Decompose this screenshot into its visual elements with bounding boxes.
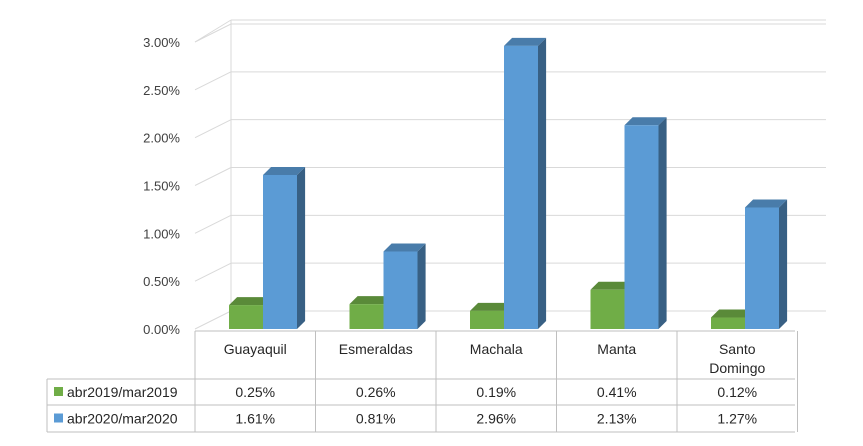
bar-2020-machala — [504, 37, 547, 330]
bar-front — [711, 317, 745, 329]
gridline-diagonal — [194, 19, 232, 43]
data-label: 0.19% — [476, 384, 516, 400]
bar-front — [590, 289, 625, 329]
data-table: Guayaquil Esmeraldas Machala Manta Santo Domi… — [46, 330, 798, 433]
bar-front — [745, 207, 779, 329]
data-label: 2.13% — [597, 411, 637, 427]
bar-top — [624, 117, 667, 126]
y-tick-label: 0.00% — [143, 322, 180, 337]
bar-side — [297, 166, 306, 329]
y-axis: 0.00% 0.50% 1.00% 1.50% 2.00% 2.50% 3.00% — [143, 35, 180, 337]
bar-side — [417, 243, 426, 329]
data-label: 1.27% — [717, 411, 757, 427]
category-label: Domingo — [709, 360, 765, 376]
y-tick-label: 1.50% — [143, 179, 180, 194]
gridline-diagonal — [194, 167, 232, 186]
bar-2020-santo-domingo — [745, 199, 788, 329]
bar-front — [470, 310, 504, 329]
bar-side — [538, 37, 547, 330]
data-label: 0.81% — [356, 411, 396, 427]
bar-top — [590, 281, 633, 290]
bar-top — [504, 37, 547, 46]
bar-top — [383, 243, 426, 252]
data-label: 0.25% — [235, 384, 275, 400]
gridline-diagonal — [194, 23, 232, 43]
category-label: Machala — [470, 341, 523, 357]
bar-top — [470, 302, 513, 311]
bar-2020-manta — [624, 117, 667, 329]
plot-area — [229, 37, 788, 330]
category-label: Manta — [597, 341, 636, 357]
gridline-diagonal — [194, 214, 232, 234]
bar-2020-esmeraldas — [383, 243, 426, 329]
data-label: 1.61% — [235, 411, 275, 427]
category-label: Santo — [719, 341, 756, 357]
bar-top — [745, 199, 788, 208]
legend-label: abr2020/mar2020 — [67, 411, 178, 427]
bar-2020-guayaquil — [263, 166, 306, 329]
bar-top — [263, 166, 306, 175]
data-label: 0.12% — [717, 384, 757, 400]
bar-top — [349, 296, 392, 305]
legend-label: abr2019/mar2019 — [67, 384, 178, 400]
data-label: 0.26% — [356, 384, 396, 400]
category-label: Guayaquil — [224, 341, 287, 357]
y-tick-label: 0.50% — [143, 274, 180, 289]
gridline-diagonal — [194, 310, 232, 330]
bar-top — [229, 297, 272, 306]
bar-top — [711, 309, 754, 318]
bar-front — [383, 251, 418, 329]
data-label: 2.96% — [476, 411, 516, 427]
bar-side — [658, 117, 667, 329]
data-label: 0.41% — [597, 384, 637, 400]
category-label: Esmeraldas — [339, 341, 413, 357]
bar-front — [349, 304, 384, 329]
y-tick-label: 3.00% — [143, 35, 180, 50]
gridline-diagonal — [194, 119, 232, 139]
y-tick-label: 2.00% — [143, 131, 180, 146]
bar-front — [504, 45, 538, 330]
bar-side — [779, 199, 788, 329]
gridline-diagonal — [194, 71, 232, 91]
legend-swatch — [54, 413, 63, 423]
bar-front — [624, 125, 659, 329]
legend-swatch — [54, 387, 63, 396]
gridline-diagonal — [194, 262, 232, 282]
y-tick-label: 1.00% — [143, 226, 180, 241]
bar-front — [263, 174, 297, 329]
y-tick-label: 2.50% — [143, 83, 180, 98]
bar-front — [229, 305, 263, 329]
